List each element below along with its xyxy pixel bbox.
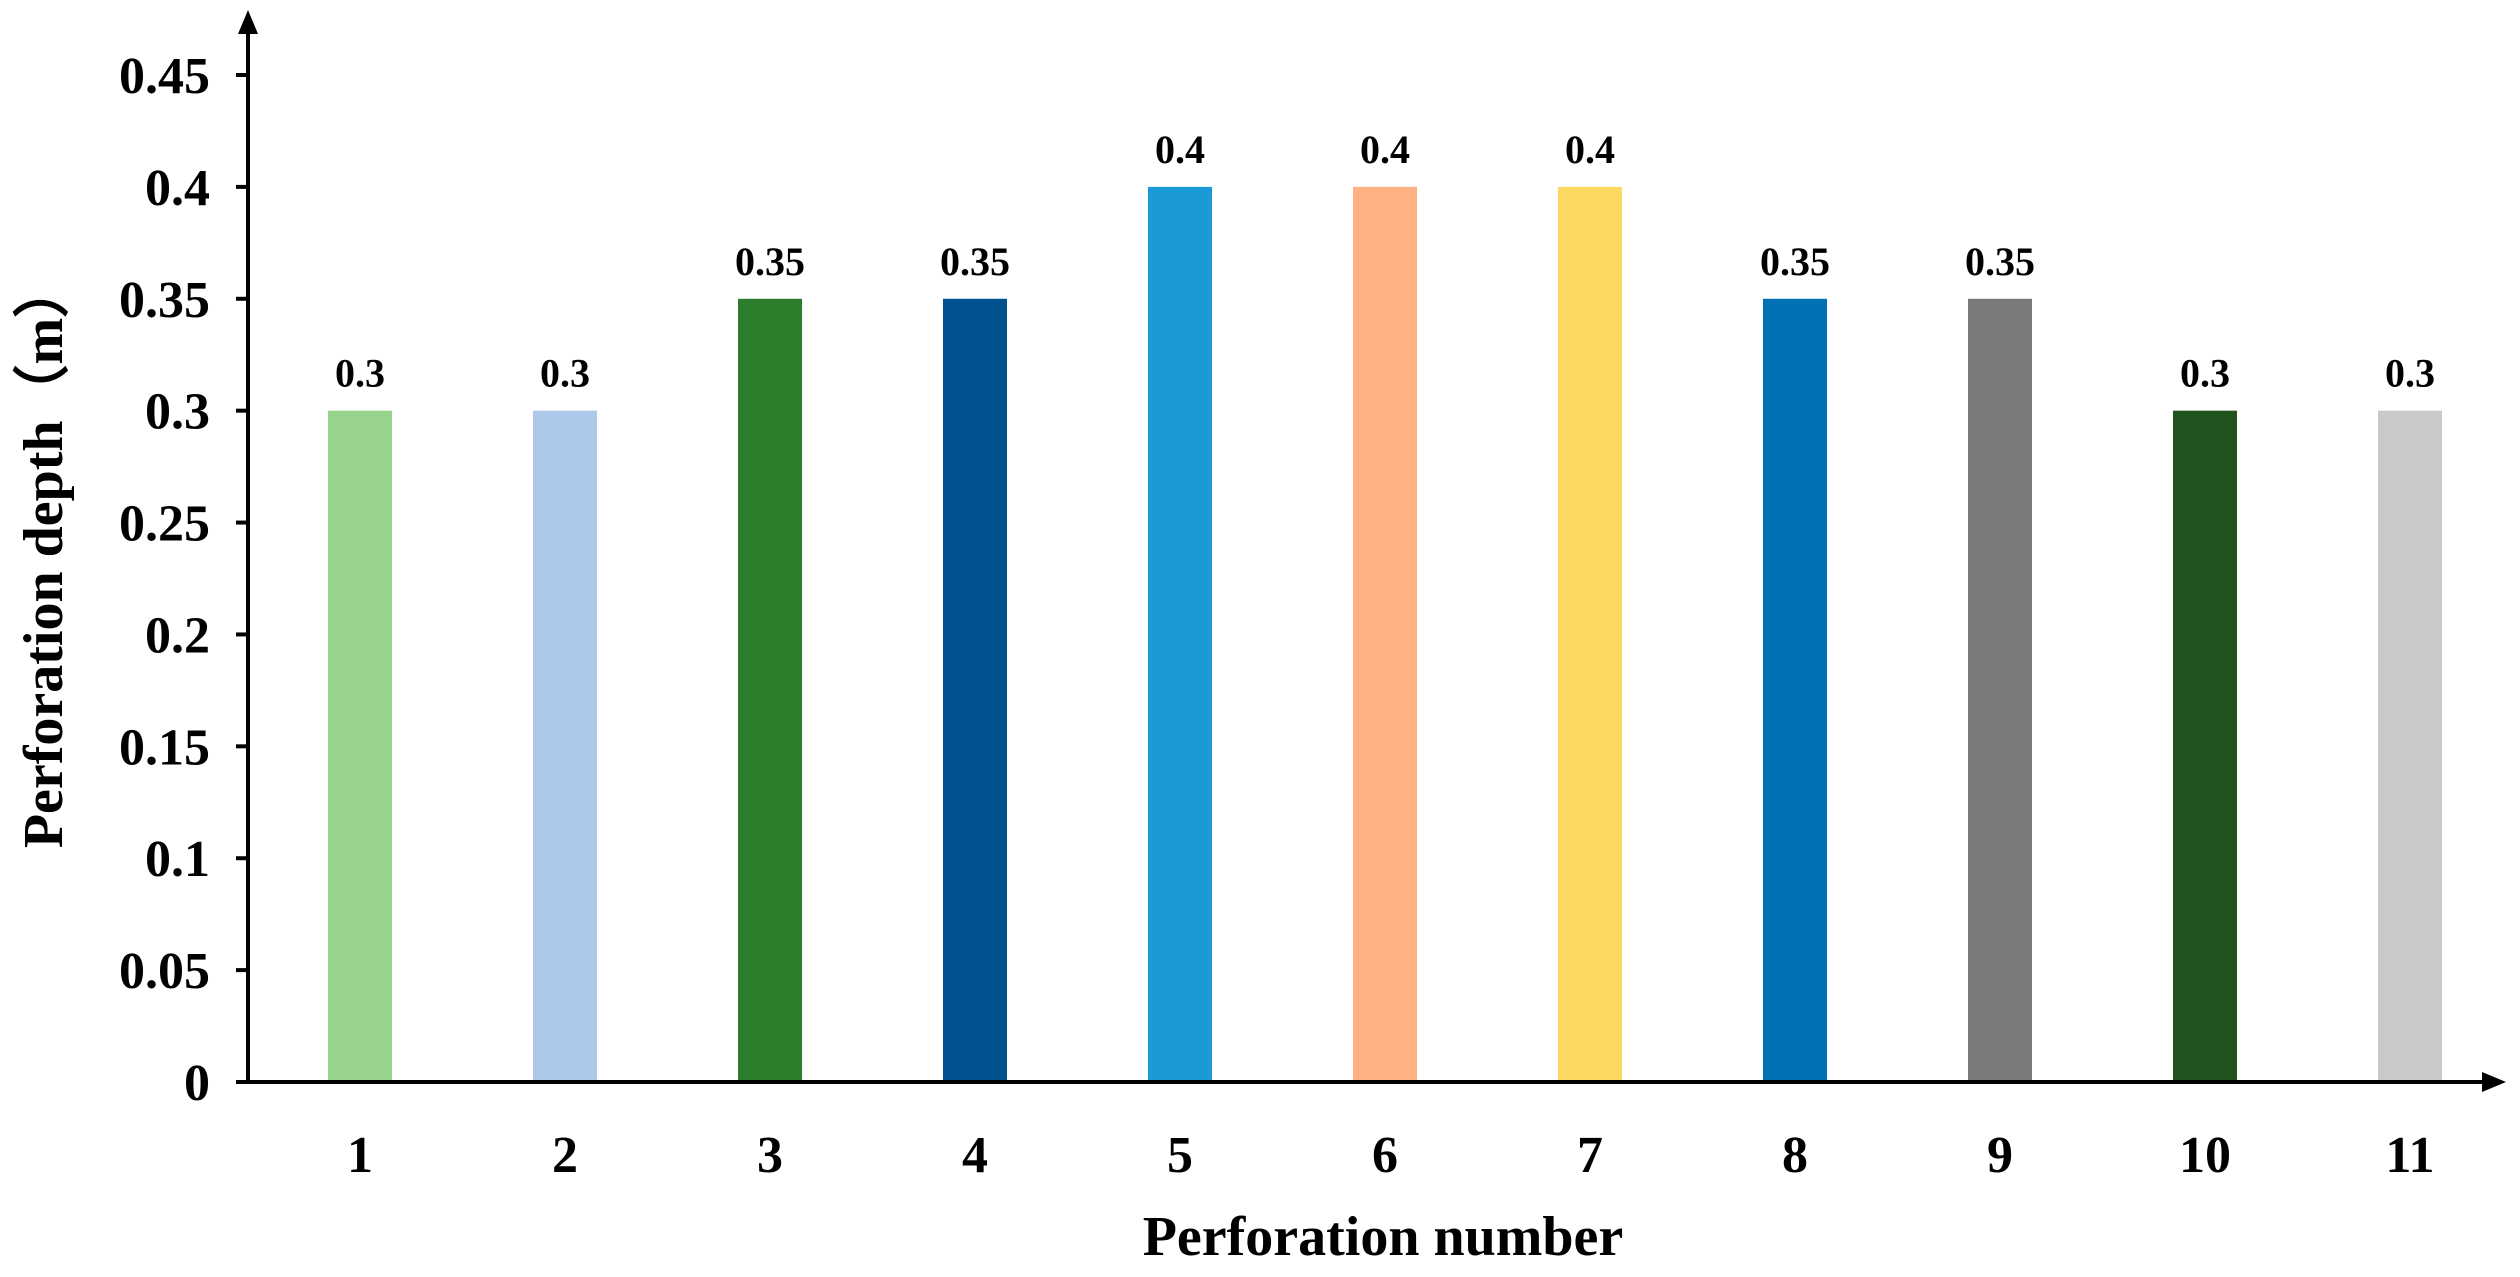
data-labels-layer: 0.3 0.3 0.35 0.35 0.4 0.4 0.4 0.35 0.35 0.3 0.3	[335, 127, 2435, 396]
y-tick-label: 0.25	[119, 496, 210, 553]
x-tick-label-11: 11	[2385, 1127, 2434, 1184]
axes-layer	[238, 10, 2506, 1092]
data-label-11: 0.3	[2385, 351, 2435, 396]
bar-9	[1968, 298, 2032, 1082]
bar-8	[1763, 298, 1827, 1082]
bar-10	[2173, 410, 2237, 1083]
bar-3	[738, 298, 802, 1082]
x-axis-title: Perforation number	[1143, 1206, 1624, 1268]
y-tick-label: 0	[184, 1055, 210, 1112]
x-tick-label-1: 1	[347, 1127, 373, 1184]
x-axis-arrow	[2482, 1072, 2506, 1092]
y-tick-label: 0.2	[145, 607, 210, 664]
data-label-7: 0.4	[1565, 127, 1615, 172]
y-axis-title: Perforation depth（m）	[12, 262, 75, 848]
bar-6	[1353, 186, 1417, 1082]
x-tick-label-9: 9	[1987, 1127, 2013, 1184]
y-tick-label: 0.45	[119, 48, 210, 105]
y-tick-label: 0.4	[145, 160, 210, 217]
x-tick-label-2: 2	[552, 1127, 578, 1184]
bar-4	[943, 298, 1007, 1082]
x-tick-label-6: 6	[1372, 1127, 1398, 1184]
y-axis-arrow	[238, 10, 258, 34]
y-ticks-layer: 0 0.05 0.1 0.15 0.2 0.25 0.3 0.35 0.4 0.45	[119, 48, 248, 1112]
y-tick-label: 0.15	[119, 719, 210, 776]
data-label-3: 0.35	[735, 239, 805, 284]
y-tick-label: 0.05	[119, 943, 210, 1000]
bars-layer	[328, 186, 2442, 1083]
bar-11	[2378, 410, 2442, 1083]
data-label-2: 0.3	[540, 351, 590, 396]
x-tick-label-3: 3	[757, 1127, 783, 1184]
y-tick-label: 0.3	[145, 384, 210, 441]
x-tick-label-8: 8	[1782, 1127, 1808, 1184]
x-tick-label-4: 4	[962, 1127, 988, 1184]
data-label-10: 0.3	[2180, 351, 2230, 396]
y-tick-label: 0.35	[119, 272, 210, 329]
data-label-1: 0.3	[335, 351, 385, 396]
bar-2	[533, 410, 597, 1083]
bar-5	[1148, 186, 1212, 1082]
bar-7	[1558, 186, 1622, 1082]
x-tick-label-7: 7	[1577, 1127, 1603, 1184]
y-tick-label: 0.1	[145, 831, 210, 888]
data-label-4: 0.35	[940, 239, 1010, 284]
data-label-6: 0.4	[1360, 127, 1410, 172]
data-label-5: 0.4	[1155, 127, 1205, 172]
data-label-8: 0.35	[1760, 239, 1830, 284]
bar-1	[328, 410, 392, 1083]
x-tick-label-5: 5	[1167, 1127, 1193, 1184]
data-label-9: 0.35	[1965, 239, 2035, 284]
x-ticks-layer: 1 2 3 4 5 6 7 8 9 10 11	[347, 1127, 2435, 1184]
x-tick-label-10: 10	[2179, 1127, 2231, 1184]
